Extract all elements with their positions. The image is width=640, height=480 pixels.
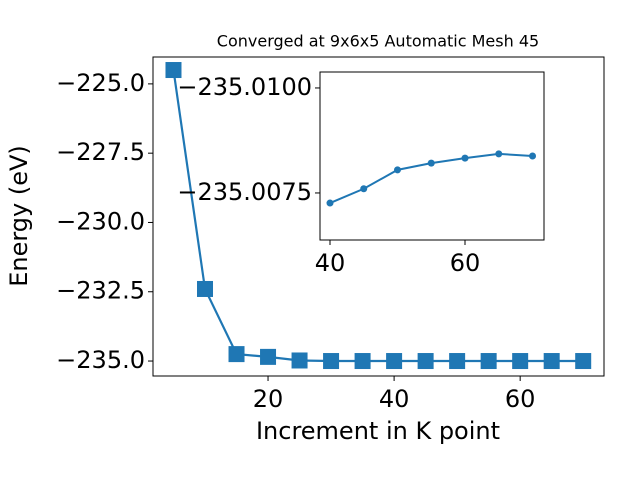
marker	[480, 353, 497, 370]
marker	[495, 150, 503, 158]
x-tick-label: 60	[505, 385, 536, 413]
marker	[529, 152, 537, 160]
x-tick-label: 20	[253, 385, 284, 413]
axes-frame	[152, 56, 605, 377]
marker	[260, 348, 277, 365]
marker	[228, 346, 245, 363]
marker	[386, 353, 403, 370]
marker	[449, 353, 466, 370]
y-tick-label: −235.0100	[177, 73, 312, 101]
axes-frame	[319, 71, 545, 241]
marker	[461, 154, 469, 162]
marker	[326, 199, 334, 207]
marker	[394, 166, 402, 174]
plot-area	[320, 72, 544, 240]
marker	[543, 353, 560, 370]
y-tick-label: −225.0	[56, 69, 145, 97]
y-tick-label: −230.0	[56, 207, 145, 235]
marker	[323, 353, 340, 370]
marker	[291, 352, 308, 369]
marker	[512, 353, 529, 370]
marker	[354, 353, 371, 370]
marker	[427, 159, 435, 167]
marker	[360, 185, 368, 193]
y-tick-label: −232.5	[56, 277, 145, 305]
marker	[197, 280, 214, 297]
marker	[417, 353, 434, 370]
y-axis-label: Energy (eV)	[5, 145, 33, 287]
y-tick-label: −235.0	[56, 346, 145, 374]
chart-title: Converged at 9x6x5 Automatic Mesh 45	[217, 32, 539, 51]
marker	[575, 353, 592, 370]
x-tick-label: 60	[450, 249, 481, 277]
marker	[165, 62, 182, 79]
x-tick-label: 40	[315, 249, 346, 277]
x-tick-label: 40	[379, 385, 410, 413]
y-tick-label: −227.5	[56, 138, 145, 166]
x-axis-label: Increment in K point	[256, 417, 500, 445]
y-tick-label: −235.0075	[177, 178, 312, 206]
